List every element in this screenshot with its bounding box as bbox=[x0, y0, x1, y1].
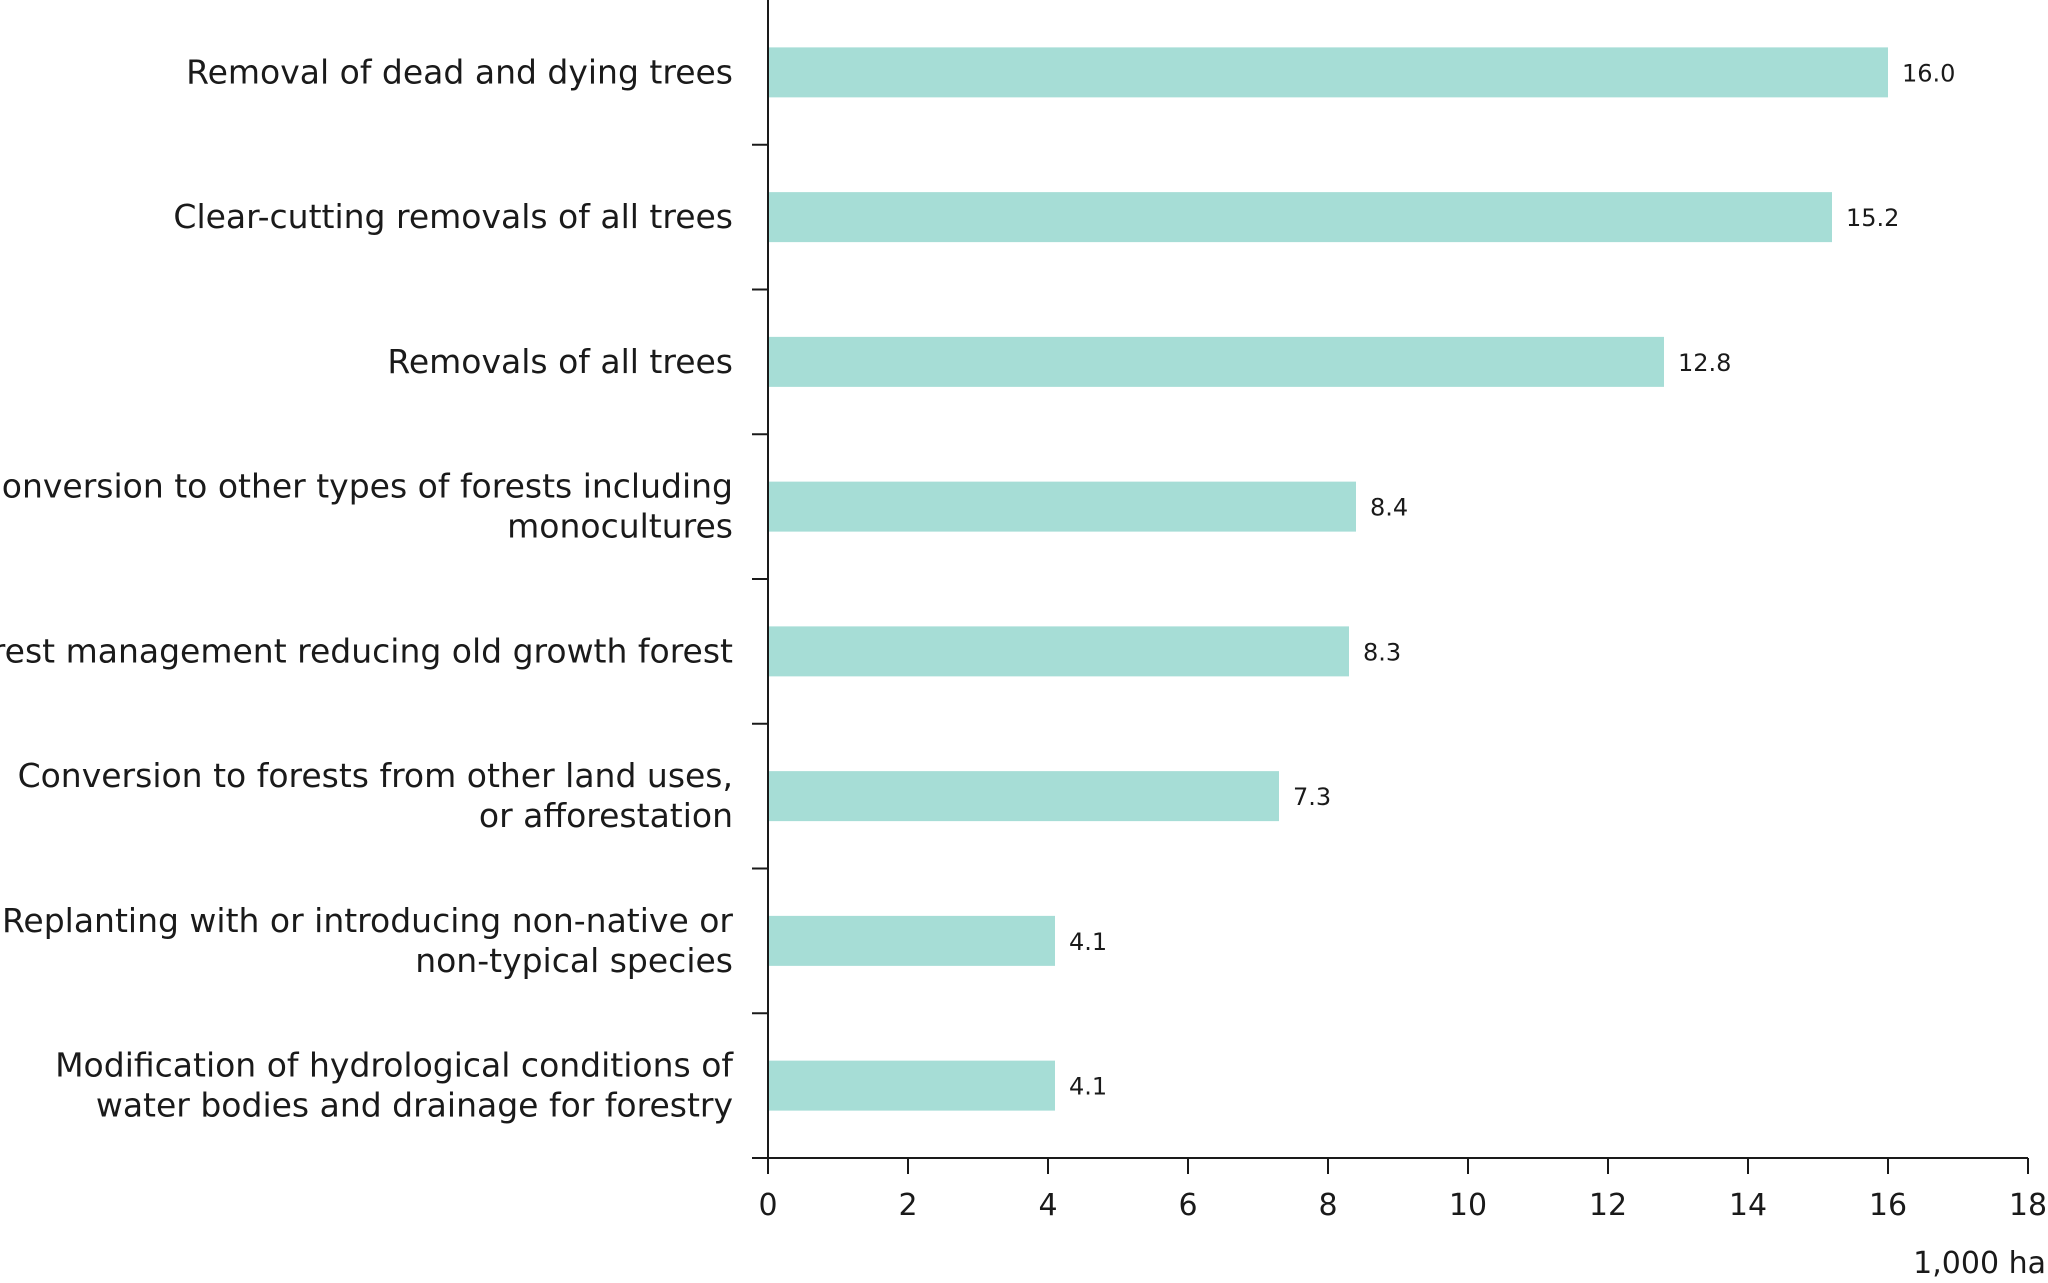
category-label-6-line-2: or afforestation bbox=[479, 796, 733, 835]
data-labels: 16.0 15.2 12.8 8.4 8.3 7.3 4.1 4.1 bbox=[1069, 59, 1955, 1100]
category-label-5: Forest management reducing old growth fo… bbox=[0, 631, 733, 670]
x-tick-label-4: 4 bbox=[1038, 1188, 1057, 1223]
category-label-6-line-1: Conversion to forests from other land us… bbox=[18, 756, 733, 795]
y-axis-ticks bbox=[752, 143, 768, 1015]
x-tick-label-10: 10 bbox=[1449, 1188, 1487, 1223]
category-label-2: Clear-cutting removals of all trees bbox=[173, 197, 733, 236]
bar-3 bbox=[768, 336, 1664, 387]
x-tick-label-12: 12 bbox=[1589, 1188, 1627, 1223]
x-tick-label-6: 6 bbox=[1178, 1188, 1197, 1223]
category-label-3: Removals of all trees bbox=[387, 342, 733, 381]
x-tick-label-16: 16 bbox=[1869, 1188, 1907, 1223]
bar-8 bbox=[768, 1060, 1055, 1111]
category-label-1: Removal of dead and dying trees bbox=[186, 52, 733, 91]
x-tick-label-2: 2 bbox=[898, 1188, 917, 1223]
category-label-4-line-2: monocultures bbox=[507, 507, 733, 546]
data-label-5: 8.3 bbox=[1363, 638, 1401, 666]
data-label-3: 12.8 bbox=[1678, 349, 1731, 377]
data-label-1: 16.0 bbox=[1902, 59, 1955, 87]
bar-5 bbox=[768, 626, 1349, 677]
bar-7 bbox=[768, 915, 1055, 966]
x-tick-label-0: 0 bbox=[758, 1188, 777, 1223]
x-tick-label-14: 14 bbox=[1729, 1188, 1767, 1223]
data-label-4: 8.4 bbox=[1370, 494, 1408, 522]
bars bbox=[768, 47, 1888, 1111]
bar-4 bbox=[768, 481, 1356, 532]
x-axis-ticks: 0 2 4 6 8 10 12 14 16 18 bbox=[758, 1158, 2047, 1223]
data-label-8: 4.1 bbox=[1069, 1073, 1107, 1101]
x-axis-title: 1,000 ha bbox=[1913, 1246, 2046, 1281]
bar-1 bbox=[768, 47, 1888, 98]
bar-2 bbox=[768, 192, 1832, 243]
category-labels: Removal of dead and dying trees Clear-cut… bbox=[0, 52, 734, 1124]
x-tick-label-18: 18 bbox=[2009, 1188, 2047, 1223]
x-tick-label-8: 8 bbox=[1318, 1188, 1337, 1223]
category-label-7-line-1: Replanting with or introducing non-nativ… bbox=[2, 901, 733, 940]
data-label-7: 4.1 bbox=[1069, 928, 1107, 956]
category-label-4-line-1: Conversion to other types of forests inc… bbox=[0, 467, 733, 506]
category-label-8-line-2: water bodies and drainage for forestry bbox=[96, 1086, 733, 1125]
data-label-2: 15.2 bbox=[1846, 204, 1899, 232]
category-label-8-line-1: Modification of hydrological conditions … bbox=[55, 1046, 734, 1085]
data-label-6: 7.3 bbox=[1293, 783, 1331, 811]
category-label-7-line-2: non-typical species bbox=[415, 941, 733, 980]
bar-6 bbox=[768, 771, 1279, 822]
